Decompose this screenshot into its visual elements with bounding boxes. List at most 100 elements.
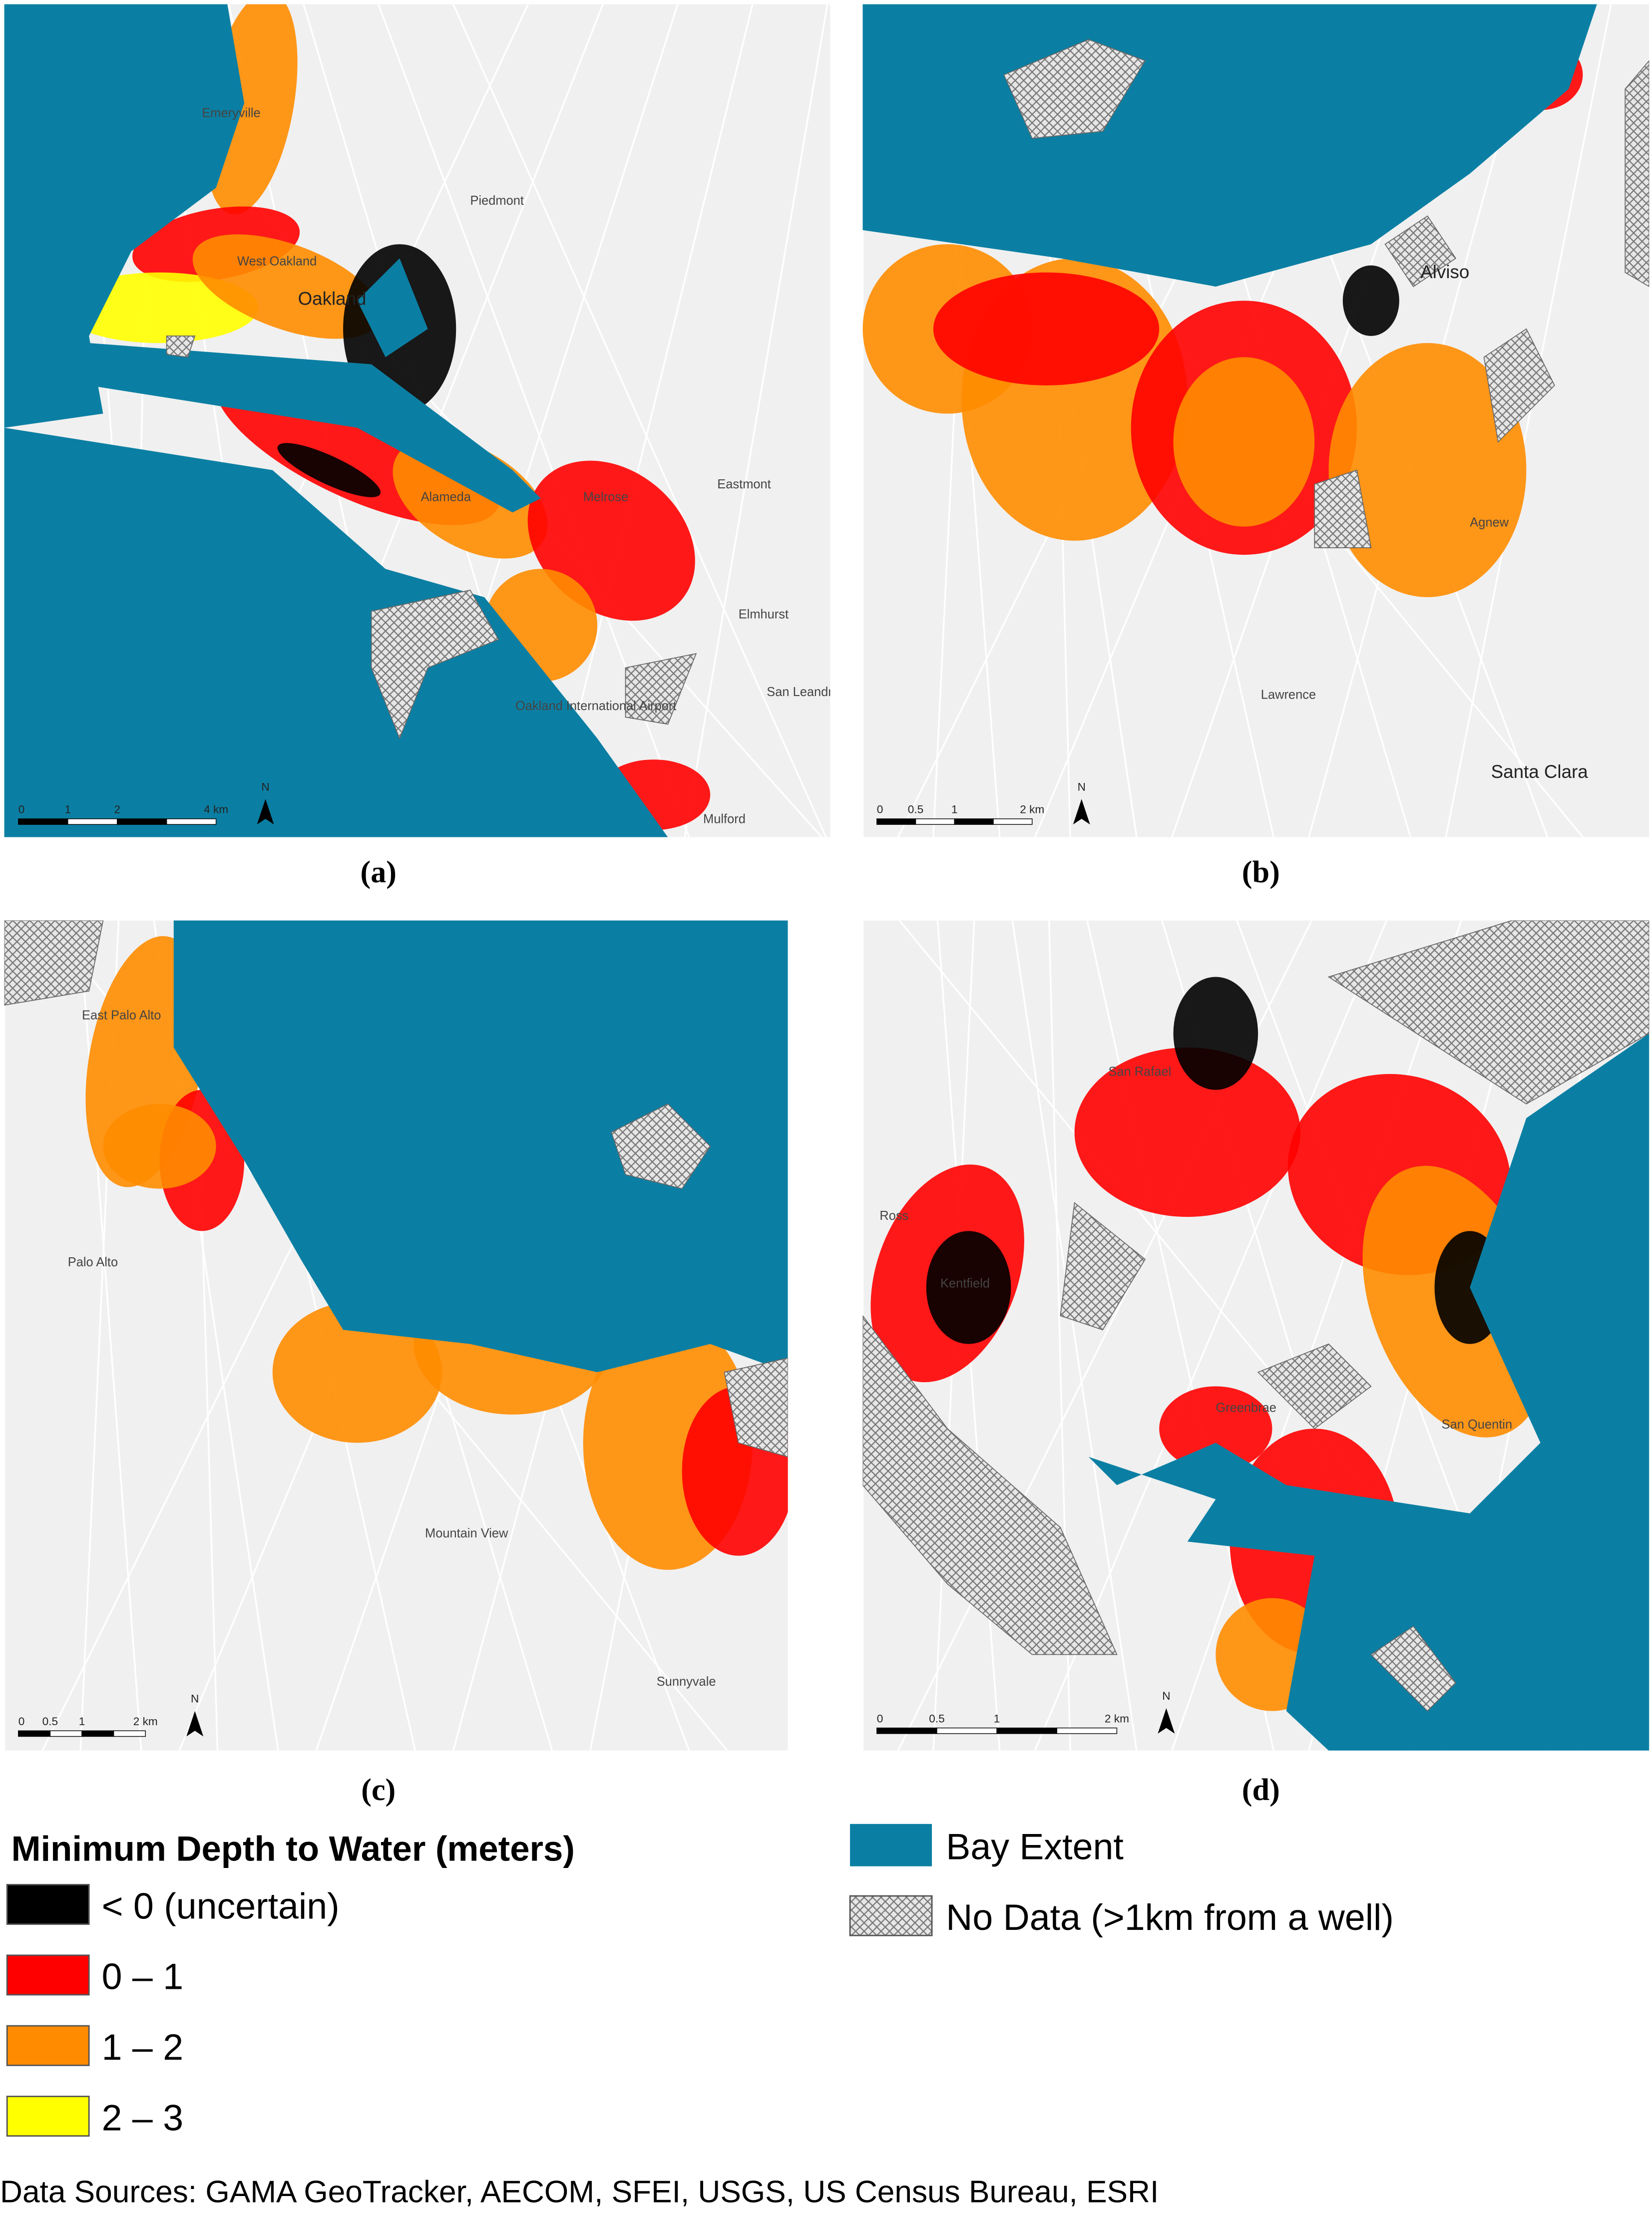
place-label: West Oakland [237, 255, 317, 269]
scale-label: 1 [994, 1712, 1000, 1725]
data-source: Data Sources: GAMA GeoTracker, AECOM, SF… [0, 2175, 1159, 2210]
scale-bar [116, 818, 167, 825]
bay-water [1046, 1033, 1650, 1751]
legend-label: 2 – 3 [102, 2097, 183, 2138]
place-label: Greenbrae [1216, 1401, 1276, 1415]
scale-label: 0 [877, 803, 883, 816]
panel-caption: (c) [361, 1773, 396, 1807]
scale-bar [18, 1730, 51, 1737]
legend-label: 1 – 2 [102, 2026, 183, 2068]
no-data-area [1257, 1343, 1372, 1430]
legend-swatch [6, 2096, 90, 2137]
place-label: Eastmont [717, 477, 771, 491]
depth-zone [1328, 343, 1527, 597]
road [1171, 920, 1462, 1751]
place-label: Alameda [421, 490, 471, 504]
scale-bar [996, 1727, 1057, 1734]
place-label: Alviso [1420, 262, 1469, 282]
north-label: N [191, 1693, 199, 1705]
scale-bar [936, 1727, 997, 1734]
scale-label: 0 [18, 803, 25, 816]
road [547, 4, 754, 837]
no-data-area [1327, 920, 1650, 1105]
place-label: Ross [879, 1209, 908, 1223]
bay-water [89, 343, 541, 513]
bay-water [357, 258, 428, 358]
no-data-area [1384, 215, 1457, 288]
scale-bar [67, 818, 118, 825]
scale-label: 4 km [204, 803, 228, 816]
depth-zone [103, 1104, 216, 1189]
bay-water [173, 920, 788, 1373]
scale-bar [113, 1730, 146, 1737]
depth-zone [1159, 1386, 1272, 1472]
scale-label: 2 km [1020, 803, 1044, 816]
place-label: Oakland International Airport [515, 699, 676, 713]
panel-caption: (b) [1242, 855, 1280, 889]
no-data-area [625, 653, 697, 725]
no-data-area [1060, 1202, 1146, 1331]
place-label: Santa Clara [1491, 761, 1589, 782]
depth-zone [192, 234, 381, 339]
no-data-area [1483, 328, 1555, 443]
place-label: Piedmont [470, 194, 524, 208]
scale-label: 1 [64, 803, 71, 816]
north-arrow [1158, 1708, 1175, 1734]
depth-zone [926, 1231, 1011, 1344]
place-label: San Rafael [1108, 1065, 1171, 1079]
depth-zone [1342, 265, 1399, 336]
panel-caption: (d) [1242, 1773, 1280, 1807]
legend-swatch [6, 1884, 90, 1925]
depth-zone [1074, 1047, 1300, 1217]
no-data-area [1625, 60, 1650, 287]
no-data-area [166, 336, 196, 358]
north-label: N [1078, 780, 1086, 793]
legend-label: < 0 (uncertain) [102, 1885, 340, 1926]
no-data-area [611, 1103, 711, 1189]
north-arrow [186, 1711, 204, 1737]
legend-title: Minimum Depth to Water (meters) [11, 1829, 575, 1868]
place-label: Emeryville [202, 106, 260, 120]
scale-label: 2 km [133, 1715, 158, 1728]
legend-swatch [850, 1824, 932, 1866]
scale-label: 1 [79, 1715, 85, 1728]
depth-zone [272, 1301, 442, 1443]
place-label: Lawrence [1261, 688, 1316, 702]
scale-bar [954, 818, 994, 825]
north-arrow [1073, 799, 1090, 825]
scale-bar [876, 1727, 937, 1734]
place-label: Kentfield [940, 1276, 990, 1290]
depth-zone [1173, 357, 1315, 527]
road [684, 4, 828, 837]
place-label: Sunnyvale [657, 1675, 716, 1689]
scale-label: 0.5 [929, 1712, 944, 1725]
no-data-area [862, 1315, 1118, 1655]
north-label: N [1162, 1690, 1170, 1702]
map-panel: San Rafael Ross Kentfield Greenbrae San Quen… [862, 920, 1650, 1751]
scale-label: 2 [114, 803, 120, 816]
road [1011, 920, 1138, 1751]
scale-label: 0.5 [42, 1715, 58, 1728]
place-label: Elmhurst [739, 607, 789, 621]
no-data-area [371, 589, 499, 739]
road [452, 4, 827, 837]
scale-bar [876, 818, 916, 825]
scale-bar [18, 818, 68, 825]
scale-bar [1056, 1727, 1118, 1734]
no-data-area [1314, 469, 1372, 548]
place-label: Mulford [703, 812, 746, 826]
depth-zone [277, 443, 381, 497]
legend-label: No Data (>1km from a well) [946, 1896, 1394, 1938]
legend-swatch [6, 2025, 90, 2066]
road [1445, 4, 1612, 837]
place-label: Melrose [583, 490, 628, 504]
scale-label: 0.5 [908, 803, 923, 816]
bay-water [4, 427, 668, 837]
place-label: Oakland [298, 289, 367, 309]
place-label: San Leandro [767, 685, 839, 699]
depth-zone [933, 272, 1160, 385]
scale-bar [166, 818, 217, 825]
no-data-area [1003, 39, 1146, 139]
